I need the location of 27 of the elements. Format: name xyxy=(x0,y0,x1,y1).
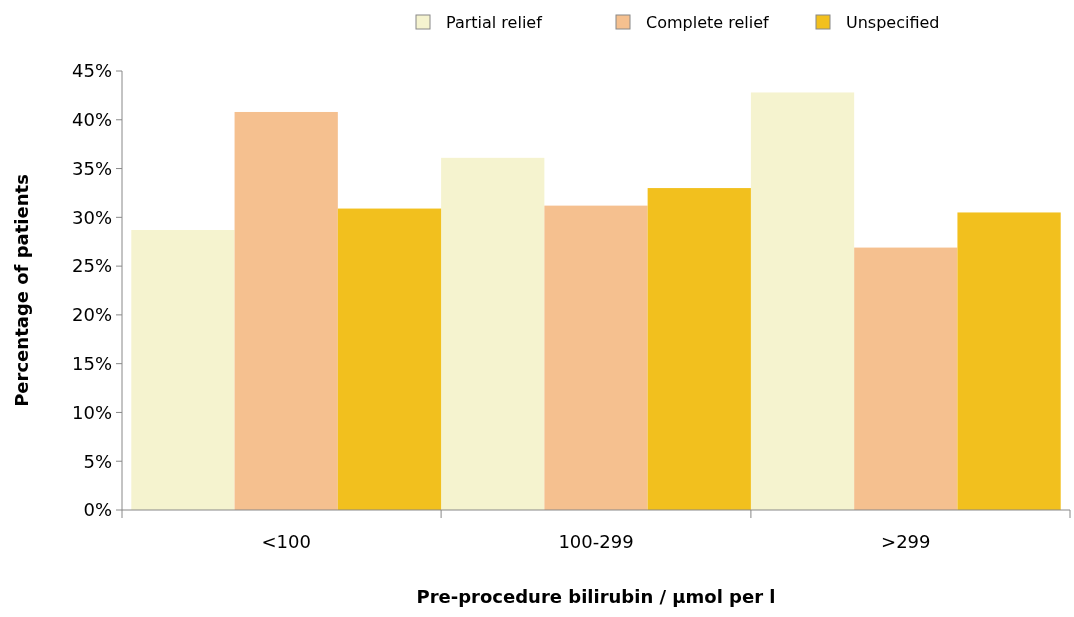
bar xyxy=(957,212,1061,510)
bar xyxy=(131,230,235,510)
y-tick-label: 45% xyxy=(71,60,112,82)
bar xyxy=(337,208,442,510)
legend-label: Unspecified xyxy=(846,12,940,32)
legend-label: Partial relief xyxy=(446,12,543,32)
x-tick-label: <100 xyxy=(261,531,311,552)
x-tick-label: 100-299 xyxy=(558,531,634,552)
y-tick-label: 40% xyxy=(71,109,112,131)
bar xyxy=(544,205,648,510)
bar xyxy=(854,247,958,510)
y-tick-label: 25% xyxy=(71,255,112,277)
y-axis-title: Percentage of patients xyxy=(11,174,32,407)
bar xyxy=(750,92,855,510)
bar xyxy=(647,188,751,510)
bar xyxy=(441,157,545,510)
x-axis-title: Pre-procedure bilirubin / μmol per l xyxy=(416,586,776,607)
legend-label: Complete relief xyxy=(646,12,769,32)
y-tick-label: 15% xyxy=(71,352,112,374)
y-tick-label: 5% xyxy=(83,450,112,472)
y-tick-label: 10% xyxy=(71,401,112,423)
bar xyxy=(234,111,338,510)
y-tick-label: 0% xyxy=(83,499,112,521)
x-tick-label: >299 xyxy=(881,531,931,552)
y-tick-label: 20% xyxy=(71,304,112,326)
y-tick-label: 35% xyxy=(71,157,112,179)
y-tick-label: 30% xyxy=(71,206,112,228)
